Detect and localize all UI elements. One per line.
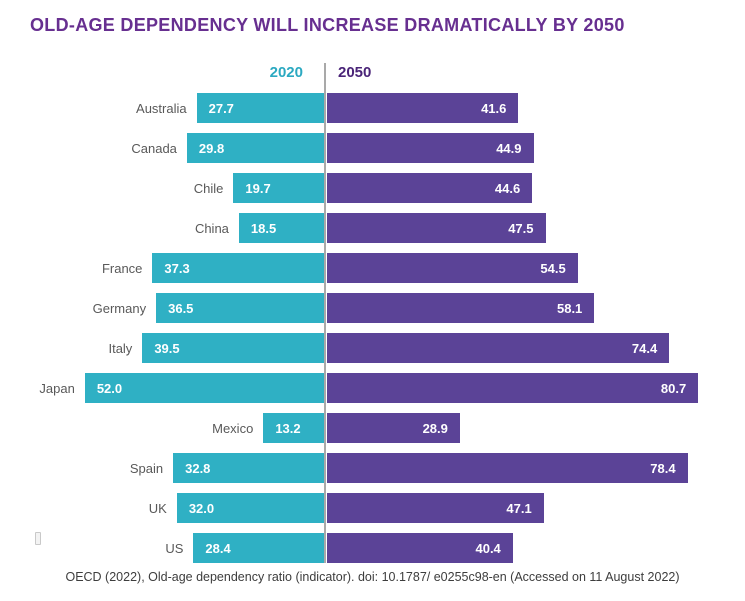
- bar-2020: 19.7: [233, 173, 324, 203]
- country-label: Australia: [136, 100, 187, 116]
- row-left-zone: Spain 32.8: [0, 453, 324, 483]
- bar-2020: 39.5: [142, 333, 324, 363]
- stray-footnote-mark: [35, 532, 41, 545]
- bar-2020-value: 52.0: [96, 380, 123, 396]
- bar-2020: 18.5: [238, 213, 324, 243]
- bar-2020: 32.0: [176, 493, 324, 523]
- chart-rows: Australia 27.7 41.6 Canada 29.8 44.9 Chile 19.7…: [0, 88, 745, 568]
- bar-2050-value: 80.7: [660, 380, 687, 396]
- chart-row: China 18.5 47.5: [0, 208, 745, 248]
- bar-2050-value: 44.9: [496, 140, 522, 156]
- bar-2050-value: 40.4: [475, 540, 501, 556]
- bar-2020: 52.0: [84, 373, 324, 403]
- bar-2050: 80.7: [327, 373, 699, 403]
- bar-2020-value: 39.5: [154, 340, 180, 356]
- bar-2020-value: 27.7: [208, 100, 234, 116]
- bar-2020: 13.2: [263, 413, 324, 443]
- chart-title: OLD-AGE DEPENDENCY WILL INCREASE DRAMATI…: [30, 15, 625, 35]
- row-left-zone: US 28.4: [0, 533, 324, 563]
- bar-2020: 29.8: [186, 133, 324, 163]
- bar-2020-value: 32.0: [188, 500, 215, 516]
- bar-2050: 47.5: [327, 213, 546, 243]
- chart-row: Canada 29.8 44.9: [0, 128, 745, 168]
- bar-2050-value: 41.6: [481, 100, 507, 116]
- country-label: Japan: [39, 380, 75, 396]
- bar-2020-value: 28.4: [205, 540, 231, 556]
- bar-2050: 44.6: [327, 173, 533, 203]
- bar-2020-value: 36.5: [168, 300, 194, 316]
- bar-2050: 47.1: [327, 493, 544, 523]
- country-label: China: [194, 220, 229, 236]
- bar-2050-value: 78.4: [650, 460, 676, 476]
- row-left-zone: Mexico 13.2: [0, 413, 324, 443]
- chart-row: Mexico 13.2 28.9: [0, 408, 745, 448]
- bar-2020-value: 32.8: [185, 460, 211, 476]
- row-left-zone: France 37.3: [0, 253, 324, 283]
- bar-2050-value: 47.1: [506, 500, 532, 516]
- bar-2050: 58.1: [327, 293, 595, 323]
- country-label: Mexico: [212, 420, 254, 436]
- chart-row: Italy 39.5 74.4: [0, 328, 745, 368]
- chart-row: Germany 36.5 58.1: [0, 288, 745, 328]
- bar-2020: 27.7: [196, 93, 324, 123]
- country-label: Germany: [92, 300, 147, 316]
- chart-row: Japan 52.0 80.7: [0, 368, 745, 408]
- row-left-zone: Japan 52.0: [0, 373, 324, 403]
- chart-row: Spain 32.8 78.4: [0, 448, 745, 488]
- bar-2050: 74.4: [327, 333, 670, 363]
- bar-2020: 32.8: [173, 453, 324, 483]
- row-left-zone: China 18.5: [0, 213, 324, 243]
- chart-row: US 28.4 40.4: [0, 528, 745, 568]
- country-label: UK: [148, 500, 167, 516]
- bar-2050: 54.5: [327, 253, 578, 283]
- bar-2050: 44.9: [327, 133, 534, 163]
- country-label: Italy: [108, 340, 133, 356]
- bar-2050-value: 74.4: [631, 340, 658, 356]
- country-label: Chile: [193, 180, 224, 196]
- bar-2050: 41.6: [327, 93, 519, 123]
- chart-row: Chile 19.7 44.6: [0, 168, 745, 208]
- bar-2050: 28.9: [327, 413, 460, 443]
- source-citation: OECD (2022), Old-age dependency ratio (i…: [65, 570, 680, 584]
- row-left-zone: UK 32.0: [0, 493, 324, 523]
- bar-2050-value: 58.1: [556, 300, 583, 316]
- chart-row: France 37.3 54.5: [0, 248, 745, 288]
- bar-2050: 40.4: [327, 533, 513, 563]
- chart-row: Australia 27.7 41.6: [0, 88, 745, 128]
- legend-label-2050: 2050: [338, 64, 372, 81]
- country-label: France: [101, 260, 143, 276]
- chart-row: UK 32.0 47.1: [0, 488, 745, 528]
- bar-2020-value: 37.3: [164, 260, 190, 276]
- country-label: Canada: [131, 140, 177, 156]
- bar-2020-value: 18.5: [250, 220, 277, 236]
- bar-2050-value: 54.5: [540, 260, 566, 276]
- bar-2020-value: 13.2: [275, 420, 301, 436]
- row-left-zone: Australia 27.7: [0, 93, 324, 123]
- bar-2020: 28.4: [193, 533, 324, 563]
- bar-2050-value: 44.6: [494, 180, 521, 196]
- country-label: US: [165, 540, 184, 556]
- row-left-zone: Canada 29.8: [0, 133, 324, 163]
- bar-2020: 36.5: [156, 293, 324, 323]
- row-left-zone: Italy 39.5: [0, 333, 324, 363]
- bar-2050-value: 47.5: [508, 220, 534, 236]
- bar-2050: 78.4: [327, 453, 688, 483]
- center-divider-line: [324, 63, 326, 563]
- bar-2020-value: 29.8: [198, 140, 225, 156]
- bar-2050-value: 28.9: [422, 420, 448, 436]
- bar-2020: 37.3: [152, 253, 324, 283]
- legend-label-2020: 2020: [269, 64, 303, 81]
- country-label: Spain: [129, 460, 164, 476]
- bar-2020-value: 19.7: [245, 180, 271, 196]
- row-left-zone: Germany 36.5: [0, 293, 324, 323]
- row-left-zone: Chile 19.7: [0, 173, 324, 203]
